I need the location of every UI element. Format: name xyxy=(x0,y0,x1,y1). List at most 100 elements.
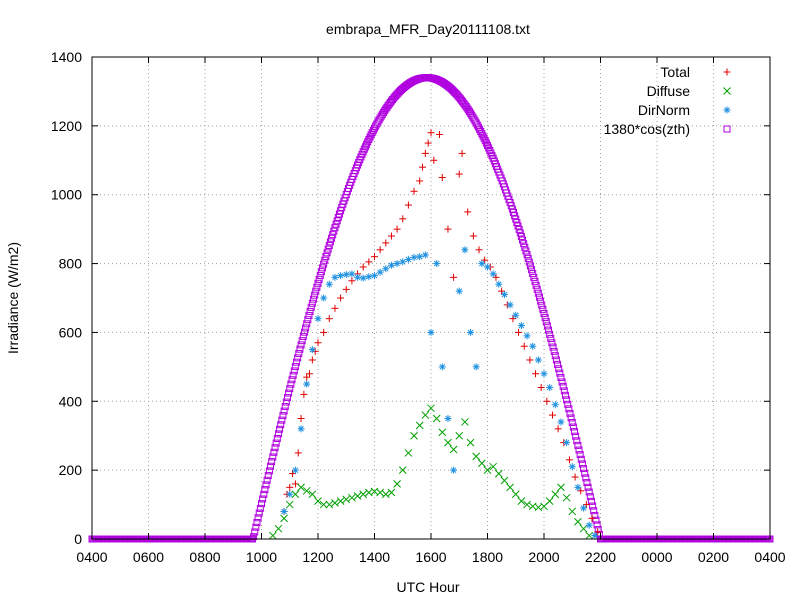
reference-point xyxy=(537,297,545,305)
reference-point xyxy=(550,347,558,355)
data-point xyxy=(517,322,525,330)
reference-point xyxy=(322,253,330,261)
reference-point xyxy=(534,289,542,297)
data-point xyxy=(532,370,540,378)
data-point xyxy=(365,273,373,281)
data-point xyxy=(464,208,472,216)
reference-point xyxy=(532,281,540,289)
data-point xyxy=(421,149,429,157)
data-point xyxy=(484,263,491,271)
data-point xyxy=(565,456,573,464)
data-point xyxy=(342,285,350,293)
x-tick-label: 0400 xyxy=(76,549,107,565)
legend-label: Total xyxy=(660,64,690,80)
reference-point xyxy=(589,502,597,510)
data-point xyxy=(551,490,560,499)
y-tick-label: 600 xyxy=(59,324,83,340)
reference-point xyxy=(538,301,546,309)
reference-point xyxy=(269,453,277,461)
reference-point xyxy=(317,268,325,276)
data-point xyxy=(371,253,378,261)
data-point xyxy=(472,363,480,371)
data-point xyxy=(494,469,503,478)
data-point xyxy=(489,270,497,278)
data-point xyxy=(393,225,401,233)
data-point xyxy=(511,490,520,499)
data-point xyxy=(387,232,395,240)
reference-point xyxy=(522,247,530,255)
reference-point xyxy=(551,352,559,360)
reference-point xyxy=(291,363,299,371)
data-point xyxy=(416,253,424,261)
reference-point xyxy=(312,287,320,295)
data-point xyxy=(483,466,492,474)
series-total xyxy=(280,129,602,536)
reference-point xyxy=(282,398,290,406)
data-point xyxy=(526,356,534,364)
reference-point xyxy=(299,332,307,340)
reference-point xyxy=(564,400,572,408)
reference-point xyxy=(328,234,336,242)
legend-marker xyxy=(723,68,731,76)
reference-point xyxy=(559,382,567,390)
data-point xyxy=(325,315,333,323)
data-point xyxy=(419,163,427,171)
x-tick-label: 0600 xyxy=(133,549,164,565)
legend-marker xyxy=(723,125,731,133)
reference-point xyxy=(296,345,304,353)
data-point xyxy=(455,287,463,295)
reference-point xyxy=(479,132,487,140)
reference-point xyxy=(262,481,270,489)
reference-point xyxy=(303,320,311,328)
data-point xyxy=(523,500,531,509)
data-point xyxy=(548,411,556,419)
reference-point xyxy=(586,493,594,501)
data-point xyxy=(461,418,469,426)
reference-point xyxy=(517,232,525,240)
data-point xyxy=(320,328,328,336)
reference-point xyxy=(311,291,319,299)
data-point xyxy=(297,425,305,433)
data-point xyxy=(300,390,308,398)
data-point xyxy=(294,449,302,457)
data-point xyxy=(458,149,466,157)
reference-point xyxy=(593,521,601,529)
data-point xyxy=(354,273,362,281)
data-point xyxy=(438,174,446,181)
data-point xyxy=(585,531,594,540)
data-point xyxy=(376,488,385,497)
x-tick-label: 2200 xyxy=(585,549,616,565)
reference-point xyxy=(531,277,539,285)
reference-point xyxy=(272,439,280,447)
x-tick-label: 1600 xyxy=(415,549,446,565)
reference-point xyxy=(297,341,305,349)
data-point xyxy=(477,459,486,468)
reference-point xyxy=(307,303,315,311)
data-point xyxy=(291,490,300,499)
reference-point xyxy=(319,264,327,272)
reference-point xyxy=(290,367,298,375)
data-point xyxy=(424,139,432,147)
data-point xyxy=(506,301,514,309)
reference-point xyxy=(324,245,332,253)
reference-point xyxy=(281,403,289,411)
data-point xyxy=(455,431,464,440)
reference-point xyxy=(478,130,486,138)
data-point xyxy=(314,315,322,323)
data-point xyxy=(571,473,579,481)
reference-point xyxy=(577,455,585,463)
data-point xyxy=(291,466,299,474)
reference-point xyxy=(484,141,491,149)
series-dirnorm xyxy=(280,246,599,540)
data-point xyxy=(308,490,317,499)
data-point xyxy=(472,452,481,461)
x-tick-label: 1400 xyxy=(359,549,390,565)
reference-point xyxy=(363,140,371,148)
data-point xyxy=(415,421,424,430)
data-point xyxy=(427,328,435,336)
reference-point xyxy=(523,251,531,259)
reference-point xyxy=(289,371,297,379)
reference-point xyxy=(528,266,536,274)
